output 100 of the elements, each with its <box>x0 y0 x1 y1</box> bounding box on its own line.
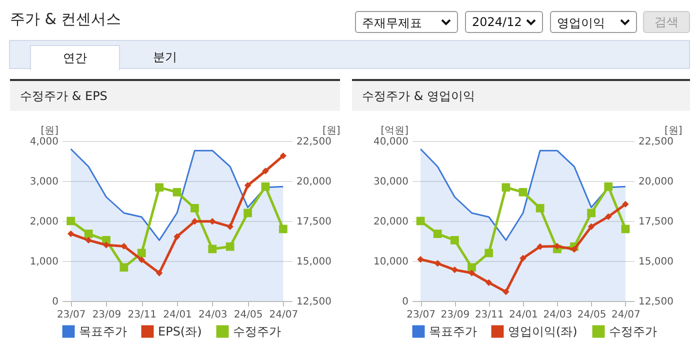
y2-tick-label: 12,500 <box>296 296 332 308</box>
point <box>621 224 630 234</box>
y2-axis-title: [원] <box>664 126 682 136</box>
text: 분기 <box>152 49 178 66</box>
x-tick-label: 24/05 <box>234 310 263 320</box>
point <box>570 246 578 253</box>
point <box>502 288 510 296</box>
point <box>120 263 128 272</box>
point <box>468 270 476 276</box>
y-tick-label: 3,000 <box>30 176 58 188</box>
x-tick-label: 24/03 <box>198 310 228 320</box>
point <box>278 224 288 234</box>
y-tick-label: 2,000 <box>30 216 58 228</box>
y-tick-label: 1,000 <box>30 256 58 268</box>
point <box>209 218 216 225</box>
x-tick-label: 24/01 <box>163 310 192 320</box>
y2-tick-label: 17,500 <box>296 216 332 228</box>
point <box>85 236 92 244</box>
point <box>174 233 180 240</box>
x-tick-label: 23/07 <box>406 310 436 320</box>
text: 주재무제표 <box>362 16 422 30</box>
y-tick-label: 4,000 <box>30 136 58 148</box>
point <box>137 248 146 258</box>
chart-title: 수정주가 & 영업이익 <box>352 81 690 111</box>
chart-title: 수정주가 & EPS <box>10 81 340 111</box>
point <box>226 242 234 251</box>
point <box>605 213 612 220</box>
y2-tick-label: 20,000 <box>638 176 674 188</box>
point <box>67 230 74 238</box>
point <box>156 270 163 276</box>
point <box>208 244 217 254</box>
point <box>120 242 128 250</box>
point <box>66 216 76 226</box>
point <box>587 208 596 218</box>
point <box>226 223 234 230</box>
text: 주가 & 컨센서스 <box>10 10 122 29</box>
point <box>262 168 269 174</box>
point <box>244 208 252 218</box>
point <box>451 266 458 274</box>
point <box>450 236 459 244</box>
y2-tick-label: 22,500 <box>296 136 332 148</box>
x-tick-label: 23/07 <box>56 310 86 320</box>
y2-tick-label: 15,000 <box>638 256 674 268</box>
x-tick-label: 23/11 <box>474 310 504 320</box>
legend-label: 목표주가 <box>429 324 477 339</box>
point <box>433 230 442 238</box>
point <box>138 256 145 264</box>
y-tick-label: 0 <box>402 296 408 308</box>
x-tick-label: 24/07 <box>612 310 640 320</box>
point <box>520 254 526 262</box>
y-tick-label: 0 <box>52 296 58 308</box>
y2-tick-label: 15,000 <box>296 256 332 268</box>
x-tick-label: 24/03 <box>543 310 572 320</box>
point <box>434 260 441 267</box>
y2-tick-label: 20,000 <box>296 176 332 188</box>
y-axis-title: [억원] <box>380 126 409 136</box>
point <box>244 182 252 189</box>
legend-label: 수정주가 <box>609 324 657 339</box>
x-tick-label: 24/05 <box>577 310 606 320</box>
point <box>416 216 425 226</box>
point <box>536 204 544 212</box>
y2-tick-label: 22,500 <box>638 136 674 148</box>
y-tick-label: 10,000 <box>374 256 408 268</box>
point <box>190 204 199 212</box>
x-tick-label: 24/07 <box>269 310 298 320</box>
y2-tick-label: 12,500 <box>638 296 674 308</box>
point <box>502 183 510 192</box>
legend-label: 목표주가 <box>79 324 127 339</box>
y-tick-label: 30,000 <box>374 176 408 188</box>
point <box>622 200 629 208</box>
point <box>518 188 528 196</box>
point <box>417 256 424 263</box>
y-tick-label: 40,000 <box>374 136 408 148</box>
y-axis-title: [원] <box>40 126 59 136</box>
text: 검색 <box>643 11 690 33</box>
text: 영업이익 <box>557 16 605 30</box>
point <box>172 188 182 196</box>
text: 2024/12 <box>472 15 522 29</box>
y2-axis-title: [원] <box>322 126 340 136</box>
point <box>84 230 93 238</box>
point <box>536 243 544 250</box>
legend-label: EPS(좌) <box>158 324 202 339</box>
point <box>484 248 494 258</box>
point <box>485 279 492 286</box>
point <box>588 223 595 230</box>
x-tick-label: 23/09 <box>92 310 122 320</box>
point <box>280 152 287 160</box>
point <box>261 182 270 191</box>
y-tick-label: 20,000 <box>374 216 408 228</box>
x-tick-label: 23/11 <box>128 310 157 320</box>
x-tick-label: 24/01 <box>509 310 538 320</box>
point <box>468 263 476 272</box>
legend-label: 영업이익(좌) <box>508 324 578 339</box>
point <box>155 183 164 192</box>
legend-label: 수정주가 <box>233 324 281 339</box>
text: 연간 <box>30 45 120 70</box>
point <box>604 182 613 191</box>
y2-tick-label: 17,500 <box>638 216 674 228</box>
x-tick-label: 23/09 <box>440 310 470 320</box>
point <box>554 242 561 250</box>
